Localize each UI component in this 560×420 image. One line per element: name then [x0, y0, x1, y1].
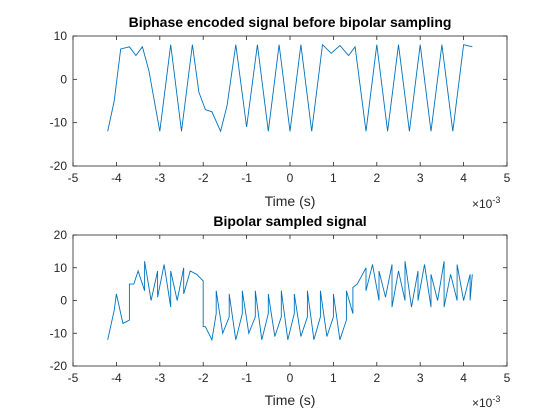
y-tick-label: -20	[50, 159, 68, 173]
x-axis-label-2: Time (s)	[265, 392, 316, 408]
series-line-1	[107, 43, 473, 133]
x-tick-label: 3	[417, 171, 424, 185]
chart-title-2: Bipolar sampled signal	[213, 213, 366, 229]
x-tick-label: 5	[504, 371, 511, 385]
x-axis-label-1: Time (s)	[265, 193, 316, 209]
x-tick-label: 4	[460, 171, 467, 185]
series-line-2	[107, 261, 473, 342]
x-tick-label: 1	[330, 171, 337, 185]
y-tick-label: 0	[60, 72, 67, 86]
x-tick-label: 0	[287, 171, 294, 185]
axes-box-1	[72, 35, 508, 167]
x-exponent-base-2: ×10	[472, 396, 493, 410]
x-tick-label: 3	[417, 371, 424, 385]
y-tick-label: 20	[54, 228, 68, 242]
x-tick-label: 2	[373, 371, 380, 385]
x-tick-label: -1	[241, 371, 252, 385]
x-tick-label: 1	[330, 371, 337, 385]
x-tick-label: -2	[198, 371, 209, 385]
axes-box-2	[72, 234, 508, 367]
y-tick-label: -10	[50, 326, 68, 340]
x-tick-label: 4	[460, 371, 467, 385]
x-exponent-2: ×10-3	[472, 394, 500, 410]
x-exponent-power-1: -3	[492, 195, 500, 205]
y-tick-label: -10	[50, 116, 68, 130]
x-tick-label: -4	[111, 171, 122, 185]
x-exponent-power-2: -3	[492, 394, 500, 404]
x-tick-label: 0	[287, 371, 294, 385]
y-tick-label: 10	[54, 29, 68, 43]
x-exponent-base-1: ×10	[472, 197, 493, 211]
x-tick-label: -4	[111, 371, 122, 385]
chart-title-1: Biphase encoded signal before bipolar sa…	[129, 14, 452, 30]
y-tick-label: 0	[60, 294, 67, 308]
x-tick-label: -5	[68, 371, 79, 385]
subplot-1: Biphase encoded signal before bipolar sa…	[50, 14, 511, 211]
x-tick-label: -2	[198, 171, 209, 185]
subplot-2: Bipolar sampled signal -5 -4 -3 -2 -1 0 1 2 3 4 5-…	[50, 213, 511, 410]
x-tick-label: 5	[504, 171, 511, 185]
x-exponent-1: ×10-3	[472, 195, 500, 211]
x-tick-label: 2	[373, 171, 380, 185]
x-tick-label: -3	[154, 171, 165, 185]
x-tick-label: -1	[241, 171, 252, 185]
x-tick-label: -5	[68, 171, 79, 185]
x-tick-label: -3	[154, 371, 165, 385]
y-tick-label: -20	[50, 359, 68, 373]
y-tick-label: 10	[54, 261, 68, 275]
